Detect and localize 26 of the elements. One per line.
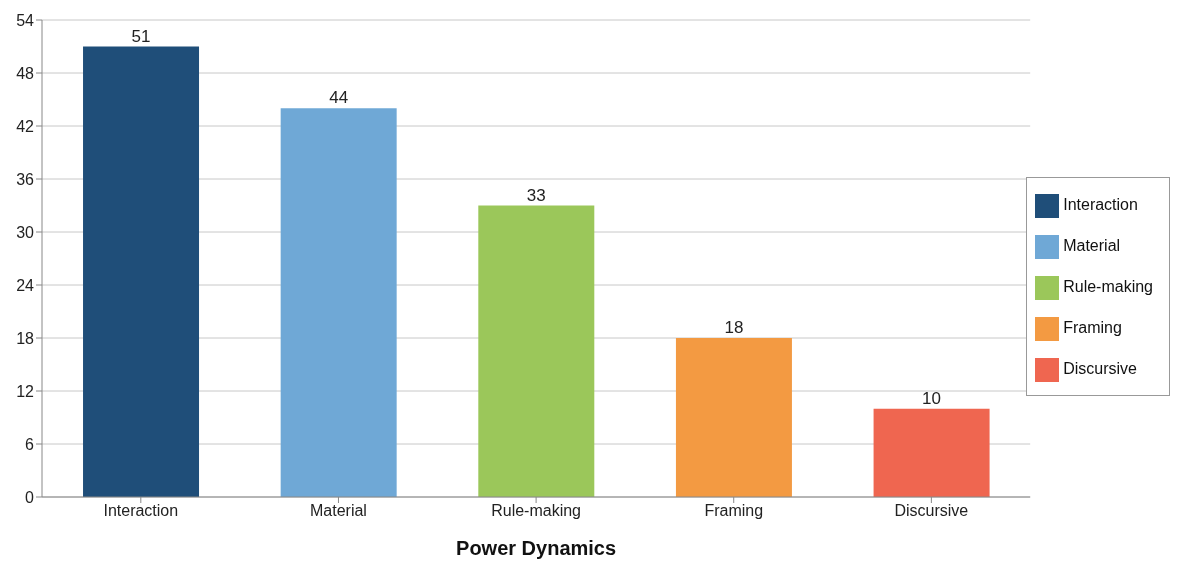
y-tick-label: 30 [16, 223, 35, 241]
y-tick-label: 18 [16, 329, 35, 347]
legend-label: Rule-making [1063, 278, 1153, 295]
y-tick-label: 0 [25, 488, 35, 506]
y-tick-label: 12 [16, 382, 35, 400]
x-tick-label: Interaction [103, 502, 179, 520]
data-label: 10 [922, 388, 942, 408]
x-tick-label: Discursive [894, 502, 969, 520]
data-label: 18 [724, 318, 744, 337]
y-tick-label: 6 [25, 435, 35, 453]
legend-label: Discursive [1063, 360, 1137, 377]
x-tick-label: Rule-making [491, 502, 581, 520]
y-tick-label: 42 [16, 117, 35, 135]
y-tick-label: 36 [16, 170, 35, 188]
y-tick-label: 24 [16, 276, 35, 294]
y-tick-label: 54 [16, 11, 35, 29]
x-tick-label: Material [310, 502, 367, 520]
x-tick-label: Framing [704, 502, 764, 520]
legend-label: Framing [1063, 319, 1122, 336]
data-label: 51 [131, 26, 151, 46]
x-axis-title: Power Dynamics [456, 537, 617, 559]
legend-label: Interaction [1063, 196, 1138, 213]
data-label: 33 [526, 185, 546, 205]
y-tick-label: 48 [16, 64, 35, 82]
legend-label: Material [1063, 237, 1121, 254]
data-label: 44 [329, 88, 349, 108]
